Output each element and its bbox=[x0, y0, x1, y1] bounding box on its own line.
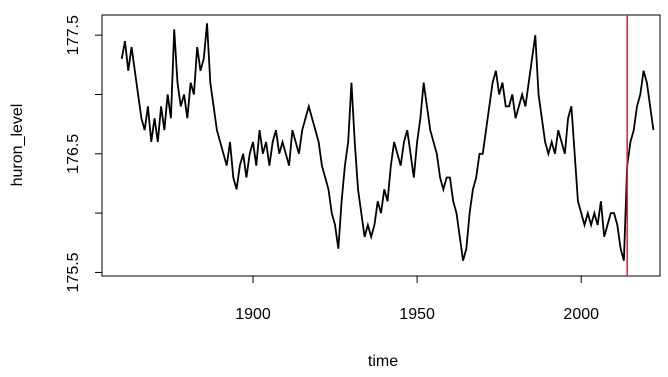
x-tick-label: 1950 bbox=[399, 306, 435, 323]
plot-frame bbox=[101, 14, 661, 277]
y-axis-label: huron_level bbox=[9, 104, 26, 187]
y-tick-label: 177.5 bbox=[65, 15, 82, 55]
y-tick-label: 176.5 bbox=[65, 134, 82, 174]
y-tick-label: 175.5 bbox=[65, 252, 82, 292]
x-tick-label: 2000 bbox=[563, 306, 599, 323]
x-tick-label: 1900 bbox=[235, 306, 271, 323]
x-axis-label: time bbox=[368, 353, 398, 370]
series-line bbox=[120, 23, 655, 261]
